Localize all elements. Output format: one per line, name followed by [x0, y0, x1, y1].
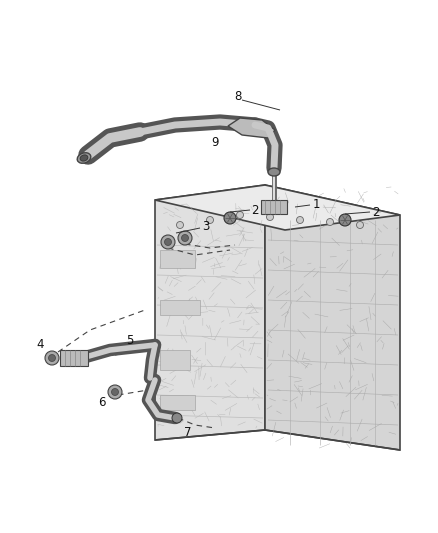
Circle shape [108, 385, 122, 399]
Bar [160, 395, 195, 410]
Circle shape [206, 216, 213, 223]
Circle shape [237, 212, 244, 219]
Circle shape [49, 354, 56, 361]
Text: 2: 2 [372, 206, 380, 219]
Text: 9: 9 [211, 136, 219, 149]
Circle shape [357, 222, 364, 229]
Circle shape [161, 235, 175, 249]
Text: 2: 2 [251, 204, 259, 216]
Circle shape [326, 219, 333, 225]
Circle shape [178, 231, 192, 245]
Text: 5: 5 [126, 334, 134, 346]
Circle shape [181, 235, 188, 241]
Circle shape [266, 214, 273, 221]
Text: 6: 6 [98, 395, 106, 408]
Text: 7: 7 [184, 425, 192, 439]
Circle shape [339, 214, 351, 226]
Text: 3: 3 [202, 220, 210, 232]
Circle shape [165, 238, 172, 246]
Bar [160, 300, 200, 315]
Text: 4: 4 [36, 338, 44, 351]
Bar [261, 200, 287, 214]
Circle shape [177, 222, 184, 229]
Circle shape [112, 389, 119, 395]
Text: 1: 1 [312, 198, 320, 212]
Circle shape [45, 351, 59, 365]
Circle shape [297, 216, 304, 223]
Ellipse shape [77, 153, 91, 163]
Circle shape [224, 212, 236, 224]
Bar [160, 250, 195, 268]
Polygon shape [155, 185, 265, 440]
Circle shape [172, 413, 182, 423]
Ellipse shape [268, 168, 280, 176]
Text: 8: 8 [234, 91, 242, 103]
Bar [160, 350, 190, 370]
Ellipse shape [80, 155, 88, 161]
Polygon shape [155, 185, 400, 230]
Polygon shape [265, 185, 400, 450]
Bar [60, 350, 88, 366]
Polygon shape [228, 118, 275, 138]
